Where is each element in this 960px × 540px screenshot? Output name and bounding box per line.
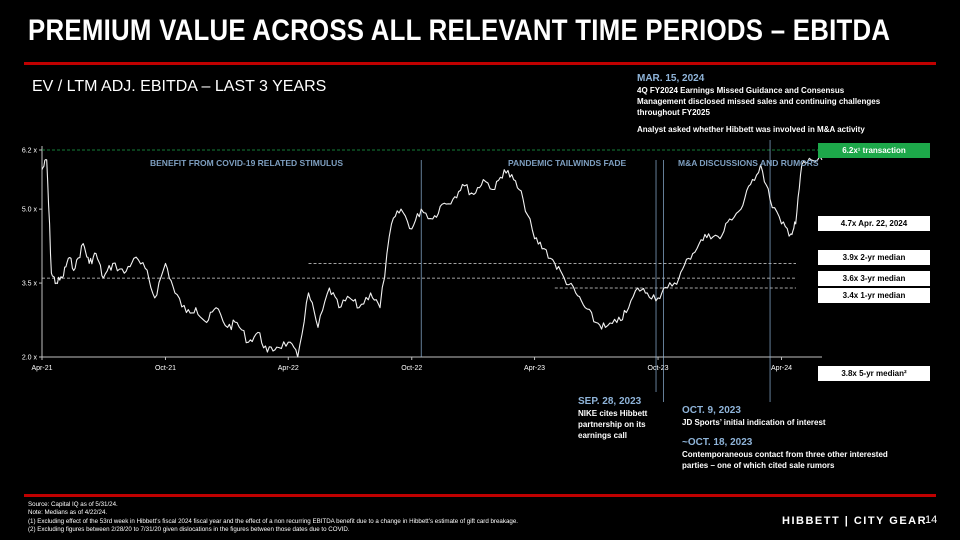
page-title: PREMIUM VALUE ACROSS ALL RELEVANT TIME P… <box>28 14 891 47</box>
label-2yr-median: 3.9x 2-yr median <box>818 250 930 265</box>
x-tick-label: Oct-21 <box>155 365 176 372</box>
annotation-date: OCT. 9, 2023 <box>682 405 741 416</box>
chart-subtitle: EV / LTM ADJ. EBITDA – LAST 3 YEARS <box>32 78 327 95</box>
y-tick-label: 6.2 x <box>22 148 38 155</box>
x-tick-label: Oct-23 <box>648 365 669 372</box>
annotation-text: earnings call <box>578 431 627 440</box>
annotation-oct-9-2023: OCT. 9, 2023 JD Sports’ initial indicati… <box>682 405 922 428</box>
label-1yr-median: 3.4x 1-yr median <box>818 288 930 303</box>
x-tick-label: Apr-22 <box>278 365 299 372</box>
annotation-sep-2023: SEP. 28, 2023 NIKE cites Hibbett partner… <box>578 396 673 441</box>
x-tick-label: Apr-21 <box>31 365 52 372</box>
y-tick-label: 5.0 x <box>22 207 38 214</box>
annotation-oct-18-2023: ~OCT. 18, 2023 Contemporaneous contact f… <box>682 437 922 471</box>
annotation-text: JD Sports’ initial indication of interes… <box>682 418 826 427</box>
x-tick-label: Apr-24 <box>771 365 792 372</box>
y-tick-label: 2.0 x <box>22 355 38 362</box>
x-tick-label: Apr-23 <box>524 365 545 372</box>
region-label-ma: M&A DISCUSSIONS AND RUMORS <box>678 158 819 168</box>
label-3yr-median: 3.6x 3-yr median <box>818 271 930 286</box>
annotation-text: throughout FY2025 <box>637 108 710 117</box>
footer-divider <box>24 494 936 497</box>
label-transaction: 6.2x¹ transaction <box>818 143 930 158</box>
annotation-text: Management disclosed missed sales and co… <box>637 97 881 106</box>
title-divider <box>24 62 936 65</box>
footnote: Note: Medians as of 4/22/24. <box>28 509 108 517</box>
brand-logo: HIBBETT | CITY GEAR <box>782 515 928 527</box>
annotation-date: MAR. 15, 2024 <box>637 73 705 84</box>
region-label-tailwinds: PANDEMIC TAILWINDS FADE <box>508 158 627 168</box>
footnotes: Source: Capital IQ as of 5/31/24. Note: … <box>28 501 518 534</box>
region-label-covid: BENEFIT FROM COVID-19 RELATED STIMULUS <box>150 158 343 168</box>
annotation-text: 4Q FY2024 Earnings Missed Guidance and C… <box>637 86 845 95</box>
footnote: (2) Excluding figures between 2/28/20 to… <box>28 525 350 533</box>
page-number: 14 <box>925 514 938 526</box>
annotation-date: ~OCT. 18, 2023 <box>682 437 753 448</box>
footnote: (1) Excluding effect of the 53rd week in… <box>28 517 519 525</box>
annotation-text: Analyst asked whether Hibbett was involv… <box>637 125 865 134</box>
footnote: Source: Capital IQ as of 5/31/24. <box>28 501 118 508</box>
annotation-text: Contemporaneous contact from three other… <box>682 450 888 459</box>
label-5yr-median: 3.8x 5-yr median² <box>818 366 930 381</box>
annotation-date: SEP. 28, 2023 <box>578 396 642 407</box>
label-apr-22-2024: 4.7x Apr. 22, 2024 <box>818 216 930 231</box>
annotation-text: partnership on its <box>578 420 646 429</box>
annotation-text: NIKE cites Hibbett <box>578 409 648 418</box>
annotation-text: parties – one of which cited sale rumors <box>682 461 835 470</box>
x-tick-label: Oct-22 <box>401 365 422 372</box>
y-tick-label: 3.5 x <box>22 281 38 288</box>
annotation-mar-2024: MAR. 15, 2024 4Q FY2024 Earnings Missed … <box>637 73 907 135</box>
series-line <box>41 155 823 358</box>
